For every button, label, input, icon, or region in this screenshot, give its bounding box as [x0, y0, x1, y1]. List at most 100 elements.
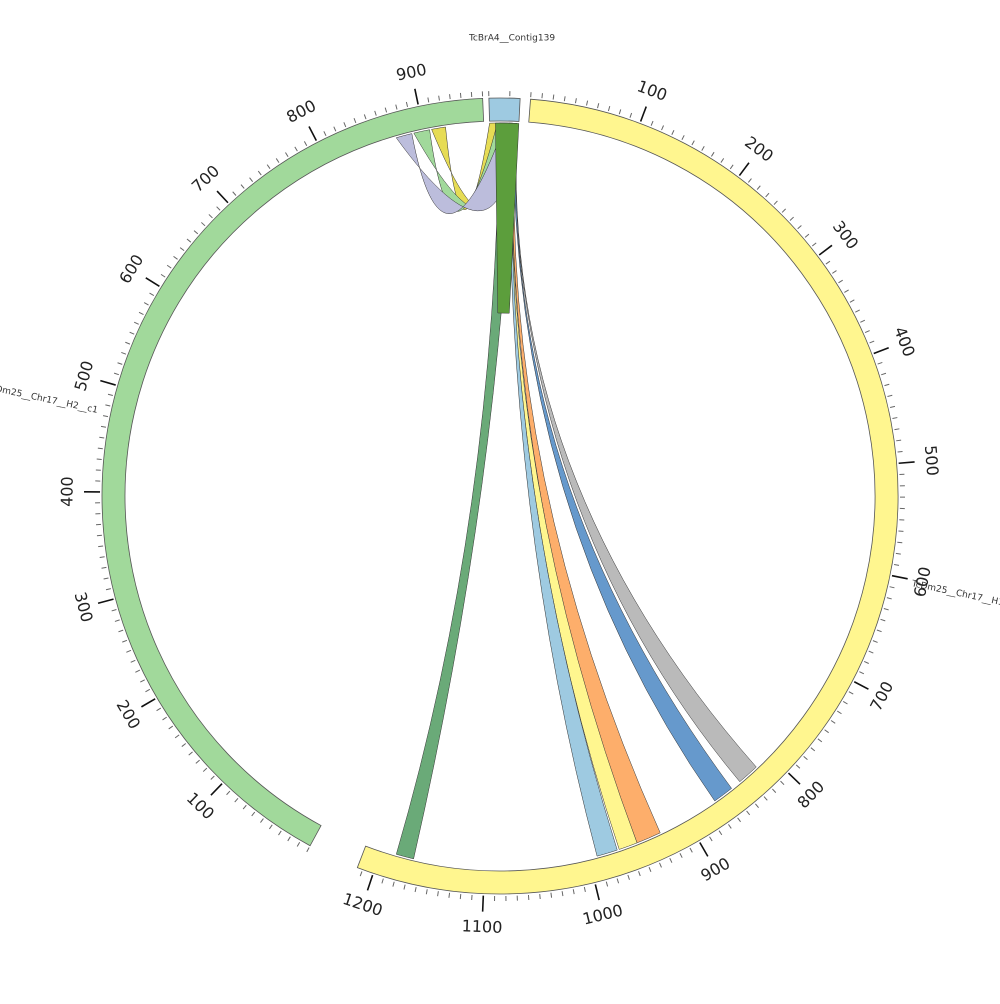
minor-tick: [878, 362, 883, 364]
minor-tick: [796, 765, 800, 768]
minor-tick: [864, 661, 869, 663]
minor-tick: [108, 394, 113, 395]
minor-tick: [217, 207, 220, 211]
minor-tick: [584, 887, 585, 892]
minor-tick: [790, 217, 794, 220]
minor-tick: [304, 141, 306, 145]
minor-tick: [855, 310, 859, 312]
minor-tick: [608, 106, 609, 111]
minor-tick: [766, 193, 769, 197]
minor-tick: [285, 153, 288, 157]
minor-tick: [818, 739, 822, 742]
minor-tick: [859, 672, 863, 674]
minor-tick: [278, 831, 281, 835]
tick-label: 300: [829, 217, 863, 253]
minor-tick: [145, 689, 149, 691]
minor-tick: [439, 96, 440, 101]
minor-tick: [587, 101, 588, 106]
minor-tick: [98, 448, 103, 449]
minor-tick: [140, 680, 144, 682]
minor-tick: [617, 878, 618, 883]
minor-tick: [134, 322, 139, 324]
minor-tick: [682, 135, 684, 139]
minor-tick: [781, 781, 785, 785]
segment-h2: [102, 98, 484, 845]
minor-tick: [890, 406, 895, 407]
minor-tick: [738, 818, 741, 822]
major-tick: [788, 773, 800, 784]
segment-contig: [489, 98, 520, 121]
minor-tick: [203, 768, 207, 771]
minor-tick: [812, 243, 816, 246]
major-tick: [641, 107, 647, 122]
minor-tick: [227, 791, 230, 795]
minor-tick: [877, 630, 882, 632]
minor-tick: [890, 587, 895, 588]
minor-tick: [269, 825, 272, 829]
minor-tick: [404, 885, 405, 890]
minor-tick: [126, 650, 131, 652]
tick-label: 300: [70, 590, 96, 624]
minor-tick: [175, 735, 179, 738]
minor-tick: [832, 271, 836, 274]
minor-tick: [112, 610, 117, 611]
minor-tick: [187, 239, 191, 242]
link-8: [396, 123, 513, 859]
minor-tick: [161, 274, 165, 277]
minor-tick: [396, 105, 397, 110]
minor-tick: [104, 578, 109, 579]
tick-label: 900: [697, 854, 733, 886]
minor-tick: [838, 280, 842, 283]
minor-tick: [288, 837, 291, 841]
minor-tick: [243, 805, 246, 809]
major-tick: [309, 126, 316, 140]
minor-tick: [575, 98, 576, 103]
major-tick: [141, 699, 155, 707]
minor-tick: [630, 113, 632, 118]
minor-tick: [873, 641, 878, 643]
minor-tick: [260, 819, 263, 823]
minor-tick: [881, 619, 886, 621]
major-tick: [819, 245, 832, 255]
minor-tick: [297, 842, 300, 846]
minor-tick: [628, 875, 630, 880]
minor-tick: [898, 451, 903, 452]
minor-tick: [562, 891, 563, 896]
tick-label: 200: [113, 696, 145, 732]
minor-tick: [276, 158, 279, 162]
minor-tick: [100, 557, 105, 558]
minor-tick: [144, 303, 148, 305]
minor-tick: [209, 214, 213, 217]
tick-label: 400: [57, 476, 76, 507]
minor-tick: [189, 752, 193, 755]
link-3: [513, 123, 756, 781]
minor-tick: [774, 201, 777, 205]
tick-label: 600: [115, 251, 147, 287]
major-tick: [899, 462, 915, 463]
minor-tick: [619, 109, 620, 114]
minor-tick: [157, 708, 161, 711]
minor-tick: [850, 300, 854, 302]
minor-tick: [598, 103, 599, 108]
minor-tick: [894, 429, 899, 430]
minor-tick: [163, 717, 167, 720]
major-tick: [98, 599, 113, 603]
minor-tick: [241, 185, 244, 189]
major-tick: [483, 896, 484, 912]
major-tick: [211, 784, 222, 796]
minor-tick: [258, 171, 261, 175]
minor-tick: [672, 130, 674, 135]
minor-tick: [710, 837, 713, 841]
minor-tick: [782, 209, 786, 213]
minor-tick: [680, 853, 682, 857]
major-tick: [874, 348, 889, 354]
minor-tick: [364, 114, 366, 119]
minor-tick: [252, 812, 255, 816]
tick-label: 700: [188, 161, 223, 196]
major-tick: [146, 278, 160, 286]
minor-tick: [639, 871, 641, 876]
minor-tick: [122, 640, 127, 642]
minor-tick: [649, 867, 651, 872]
minor-tick: [139, 312, 143, 314]
tick-label: 100: [635, 76, 670, 105]
